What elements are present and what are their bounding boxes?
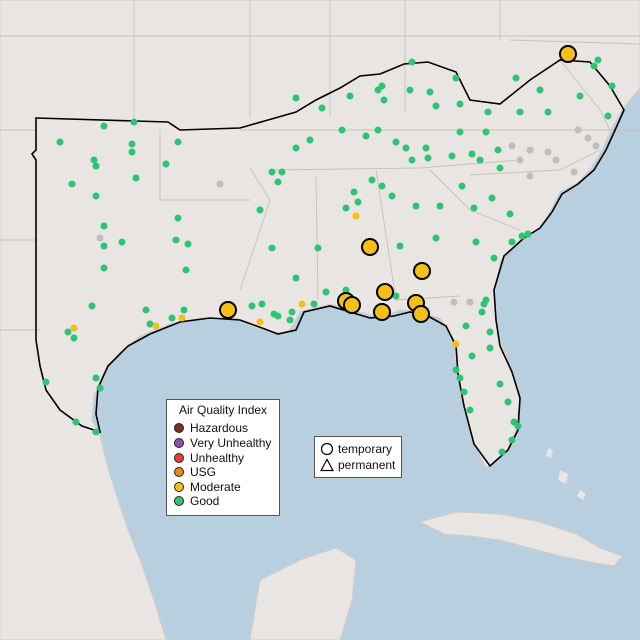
site-type-legend: temporary permanent [314,436,402,478]
legend-label: Very Unhealthy [190,436,272,450]
hazardous-swatch [174,423,184,433]
aqi-legend: Air Quality Index Hazardous Very Unhealt… [166,399,280,516]
usg-swatch [174,467,184,477]
cuba [418,511,623,567]
bahamas [546,448,586,500]
no-data-sites [96,126,600,306]
site-type-temporary: temporary [320,441,392,457]
legend-label: Hazardous [190,421,249,435]
site-type-permanent: permanent [320,457,395,473]
good-sites [42,56,616,456]
aqi-legend-title: Air Quality Index [179,403,268,417]
moderate-swatch [174,482,184,492]
legend-item-usg: USG [174,465,216,479]
good-swatch [174,496,184,506]
unhealthy-swatch [174,453,184,463]
legend-item-moderate: Moderate [174,480,241,494]
circle-icon [320,442,334,456]
legend-label: Good [190,494,220,508]
temporary-label: temporary [338,442,393,456]
legend-item-very-unhealthy: Very Unhealthy [174,436,271,450]
very-unhealthy-swatch [174,438,184,448]
state-borders [0,0,640,331]
moderate-temporary-sites [219,45,577,323]
legend-item-good: Good [174,494,219,508]
legend-label: Moderate [190,480,241,494]
yucatan [249,547,357,640]
legend-item-unhealthy: Unhealthy [174,451,244,465]
permanent-label: permanent [338,458,396,472]
legend-label: Unhealthy [190,451,245,465]
triangle-icon [320,458,334,472]
legend-label: USG [190,465,217,479]
legend-item-hazardous: Hazardous [174,421,248,435]
